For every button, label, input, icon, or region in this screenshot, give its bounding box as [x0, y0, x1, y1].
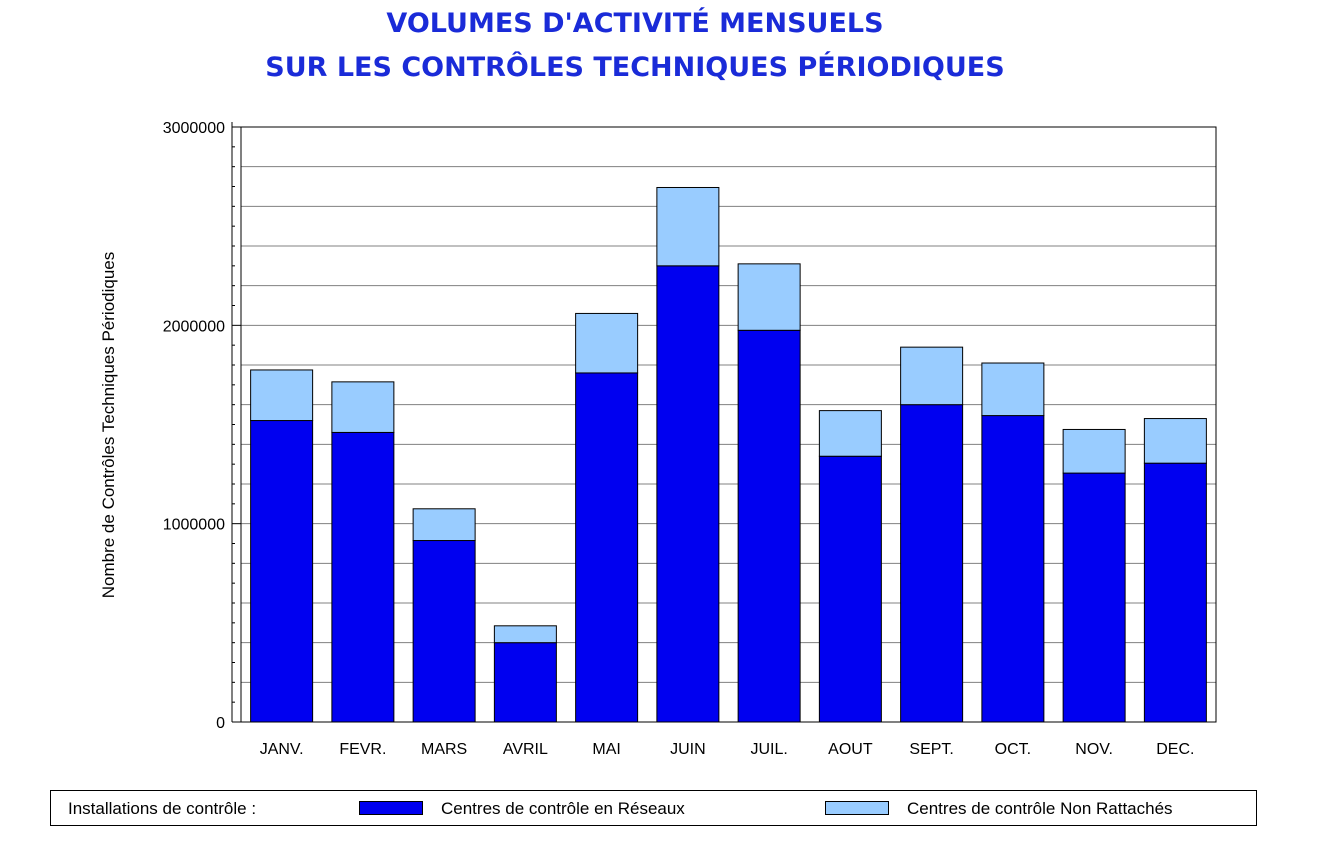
x-tick-label: MARS — [421, 741, 467, 758]
bar-non-rattaches — [1143, 418, 1207, 464]
y-tick-label: 0 — [216, 715, 225, 732]
x-tick-label: AOUT — [828, 741, 873, 758]
grid-lines — [241, 166, 1216, 683]
y-axis-label: Nombre de Contrôles Techniques Périodiqu… — [99, 252, 118, 599]
x-tick-label: JUIL. — [750, 741, 787, 758]
y-tick-label: 3000000 — [163, 120, 225, 137]
x-tick-label: SEPT. — [909, 741, 953, 758]
legend-label-reseaux: Centres de contrôle en Réseaux — [441, 799, 685, 818]
bar-non-rattaches — [981, 362, 1045, 417]
bar-reseaux — [493, 642, 557, 723]
bar-reseaux — [981, 415, 1045, 723]
bar-non-rattaches — [1062, 428, 1126, 474]
bar-non-rattaches — [250, 369, 314, 422]
bar-reseaux — [818, 455, 882, 723]
x-tick-label: DEC. — [1156, 741, 1194, 758]
bar-non-rattaches — [412, 508, 476, 542]
x-tick-label: NOV. — [1075, 741, 1113, 758]
bar-reseaux — [575, 372, 639, 723]
bar-reseaux — [1062, 472, 1126, 723]
bar-non-rattaches — [331, 381, 395, 433]
x-tick-label: MAI — [592, 741, 620, 758]
x-tick-label: JUIN — [670, 741, 706, 758]
bar-non-rattaches — [818, 410, 882, 457]
bar-non-rattaches — [737, 263, 801, 331]
bar-reseaux — [1143, 462, 1207, 723]
bar-reseaux — [900, 404, 964, 723]
legend: Installations de contrôle : Centres de c… — [50, 790, 1257, 826]
y-axis: 0 1000000 2000000 3000000 — [163, 120, 241, 732]
y-tick-label: 2000000 — [163, 318, 225, 335]
bars — [250, 186, 1207, 723]
bar-reseaux — [412, 540, 476, 723]
legend-label-non-rattaches: Centres de contrôle Non Rattachés — [907, 799, 1173, 818]
x-axis: JANV. FEVR. MARS AVRIL MAI JUIN JUIL. AOUT SEPT.… — [260, 741, 1195, 758]
x-tick-label: AVRIL — [503, 741, 548, 758]
bar-reseaux — [656, 265, 720, 723]
legend-swatch-reseaux — [359, 801, 423, 815]
bar-reseaux — [737, 329, 801, 723]
bar-non-rattaches — [493, 625, 557, 644]
y-tick-label: 1000000 — [163, 517, 225, 534]
bar-non-rattaches — [900, 346, 964, 406]
x-tick-label: OCT. — [995, 741, 1031, 758]
chart-subtitle: SUR LES CONTRÔLES TECHNIQUES PÉRIODIQUES — [265, 52, 1005, 83]
legend-swatch-non-rattaches — [825, 801, 889, 815]
chart-title: VOLUMES D'ACTIVITÉ MENSUELS — [386, 8, 884, 39]
bar-non-rattaches — [575, 312, 639, 374]
bar-reseaux — [331, 431, 395, 723]
plot-frame — [240, 126, 1217, 723]
bar-reseaux — [250, 420, 314, 723]
legend-title: Installations de contrôle : — [68, 799, 257, 818]
bar-non-rattaches — [656, 186, 720, 267]
x-tick-label: FEVR. — [339, 741, 386, 758]
x-tick-label: JANV. — [260, 741, 304, 758]
